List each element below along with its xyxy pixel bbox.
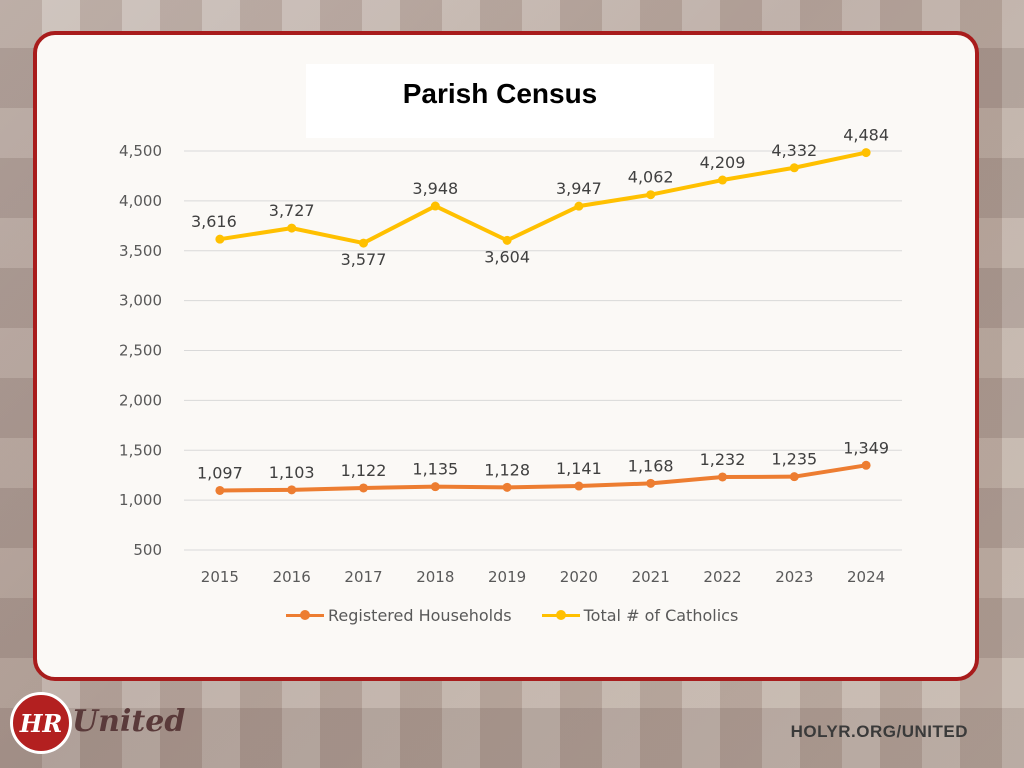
legend-label-households: Registered Households [328, 605, 512, 625]
data-label: 4,484 [843, 126, 889, 145]
data-point [646, 478, 656, 488]
legend-item-households: Registered Households [286, 606, 512, 625]
x-tick-label: 2017 [344, 568, 382, 586]
data-point [430, 482, 440, 492]
data-label: 1,349 [843, 438, 889, 457]
x-tick-label: 2019 [488, 568, 526, 586]
data-point [215, 234, 225, 244]
x-tick-label: 2018 [416, 568, 454, 586]
y-tick-label: 2,500 [119, 342, 162, 360]
legend-swatch-households [286, 609, 324, 621]
data-point [502, 235, 512, 245]
data-point [718, 472, 727, 482]
data-label: 3,947 [556, 179, 602, 198]
chart-title: Parish Census [402, 78, 598, 109]
data-point [502, 482, 512, 492]
legend-item-catholics: Total # of Catholics [541, 605, 739, 625]
data-point [574, 201, 584, 211]
data-point [574, 481, 584, 491]
y-tick-label: 4,500 [119, 142, 162, 160]
x-tick-label: 2023 [775, 568, 813, 586]
data-label: 1,135 [412, 460, 458, 479]
chart-legend: Registered Households Total # of Catholi… [286, 603, 738, 627]
logo-wordmark: United [72, 704, 186, 739]
data-label: 3,727 [269, 201, 315, 220]
data-point [646, 190, 656, 200]
x-tick-label: 2015 [201, 568, 239, 586]
data-point [287, 485, 297, 495]
hr-united-logo[interactable]: HR United [8, 690, 185, 762]
x-axis-ticks: 2015 2016 2017 2018 2019 2020 2021 2022 2023 2024 [201, 568, 885, 586]
data-label: 3,604 [484, 247, 530, 266]
y-tick-label: 3,500 [119, 242, 162, 260]
x-tick-label: 2021 [632, 568, 670, 586]
gridlines [184, 150, 902, 551]
data-label: 1,103 [269, 463, 315, 482]
data-point [287, 223, 297, 233]
x-tick-label: 2016 [273, 568, 311, 586]
chart-card [33, 31, 979, 681]
series-line-1 [217, 150, 869, 246]
y-tick-label: 3,000 [119, 292, 162, 310]
x-tick-label: 2022 [703, 568, 741, 586]
y-tick-label: 500 [133, 541, 162, 559]
data-label: 3,948 [412, 179, 458, 198]
data-label: 1,168 [628, 456, 674, 475]
logo-monogram: HR [10, 692, 72, 754]
series-points [215, 148, 871, 495]
data-point [861, 460, 871, 470]
data-label: 1,232 [700, 450, 746, 469]
y-tick-label: 1,500 [119, 441, 162, 459]
data-point [789, 163, 799, 173]
series-lines [217, 150, 869, 493]
y-tick-label: 2,000 [119, 391, 162, 409]
data-point [359, 483, 368, 493]
data-label: 3,616 [191, 212, 237, 231]
legend-swatch-catholics [541, 609, 580, 621]
data-label: 3,577 [341, 250, 387, 269]
data-point [718, 175, 727, 185]
data-label: 1,235 [771, 450, 817, 469]
y-tick-label: 1,000 [119, 491, 162, 509]
data-label: 4,209 [700, 153, 746, 172]
data-point [430, 201, 440, 211]
data-point [861, 148, 871, 158]
data-label: 1,122 [341, 461, 387, 480]
data-label: 4,332 [771, 141, 817, 160]
data-point [215, 485, 225, 495]
title-box [306, 64, 714, 138]
data-label: 4,062 [628, 168, 674, 187]
series-line-0 [217, 463, 869, 493]
y-axis-ticks: 500 1,000 1,500 2,000 2,500 3,000 3,500 4,000 4,… [119, 142, 162, 559]
x-tick-label: 2024 [847, 568, 885, 586]
data-label: 1,141 [556, 459, 602, 478]
x-tick-label: 2020 [560, 568, 598, 586]
data-labels: 1,097 1,103 1,122 1,135 1,128 1,141 1,168 1,232… [191, 126, 889, 483]
data-label: 1,097 [197, 463, 243, 482]
legend-label-catholics: Total # of Catholics [583, 605, 739, 625]
data-label: 1,128 [484, 460, 530, 479]
data-point [789, 472, 799, 482]
y-tick-label: 4,000 [119, 192, 162, 210]
data-point [359, 238, 368, 248]
footer-url-link[interactable]: HOLYR.ORG/UNITED [790, 722, 968, 741]
